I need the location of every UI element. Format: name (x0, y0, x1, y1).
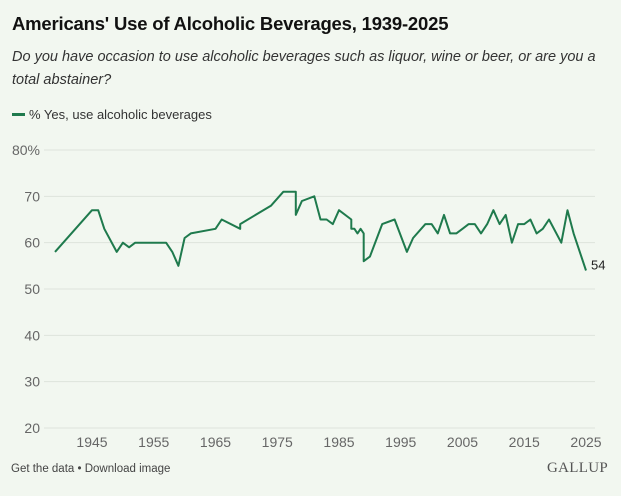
data-point[interactable] (516, 222, 520, 226)
y-tick-label: 50 (24, 281, 40, 297)
series-group (53, 190, 588, 272)
data-point[interactable] (411, 236, 415, 240)
data-point[interactable] (559, 241, 563, 245)
data-point[interactable] (238, 222, 242, 226)
series-line (54, 190, 587, 271)
data-point[interactable] (430, 222, 434, 226)
data-point[interactable] (127, 245, 131, 249)
chart-title: Americans' Use of Alcoholic Beverages, 1… (12, 13, 449, 34)
y-tick-label: 70 (24, 188, 40, 204)
data-point[interactable] (294, 190, 298, 194)
footer-links: Get the data • Download image (11, 463, 170, 475)
y-tick-label: 60 (24, 235, 40, 251)
data-point[interactable] (510, 241, 514, 245)
end-value-label: 54 (591, 257, 605, 272)
data-point[interactable] (133, 241, 137, 245)
data-point[interactable] (90, 208, 94, 212)
data-point[interactable] (269, 204, 273, 208)
data-point[interactable] (423, 222, 427, 226)
data-point[interactable] (479, 231, 483, 235)
data-point[interactable] (485, 222, 489, 226)
data-point[interactable] (176, 264, 180, 268)
data-point[interactable] (331, 222, 335, 226)
y-tick-label: 30 (24, 374, 40, 390)
y-tick-label: 40 (24, 327, 40, 343)
y-tick-label: 20 (24, 420, 40, 436)
data-point[interactable] (380, 222, 384, 226)
data-point[interactable] (312, 194, 316, 198)
data-point[interactable] (121, 241, 125, 245)
data-point[interactable] (238, 227, 242, 231)
x-tick-label: 1975 (262, 434, 293, 450)
x-tick-label: 2025 (570, 434, 601, 450)
download-image-link[interactable]: Download image (84, 463, 171, 475)
data-point[interactable] (584, 268, 588, 272)
data-point[interactable] (318, 218, 322, 222)
data-point[interactable] (504, 213, 508, 217)
data-point[interactable] (183, 236, 187, 240)
data-point[interactable] (220, 218, 224, 222)
data-point[interactable] (294, 213, 298, 217)
data-point[interactable] (189, 231, 193, 235)
data-point[interactable] (498, 222, 502, 226)
data-point[interactable] (535, 231, 539, 235)
data-point[interactable] (115, 250, 119, 254)
data-point[interactable] (442, 213, 446, 217)
data-point[interactable] (473, 222, 477, 226)
get-data-link[interactable]: Get the data (11, 463, 75, 475)
x-axis-ticks: 1945 1955 1965 1975 1985 1995 2005 2015 2025 (76, 434, 601, 450)
data-point[interactable] (405, 250, 409, 254)
data-point[interactable] (448, 231, 452, 235)
legend-swatch (12, 113, 25, 116)
gallup-logo: GALLUP (547, 460, 608, 476)
data-point[interactable] (300, 199, 304, 203)
data-point[interactable] (102, 227, 106, 231)
data-point[interactable] (547, 218, 551, 222)
data-point[interactable] (362, 231, 366, 235)
data-point[interactable] (170, 250, 174, 254)
data-point[interactable] (281, 190, 285, 194)
footer-separator: • (77, 463, 82, 475)
data-point[interactable] (337, 208, 341, 212)
x-tick-label: 2005 (447, 434, 478, 450)
data-point[interactable] (362, 259, 366, 263)
data-point[interactable] (436, 231, 440, 235)
data-point[interactable] (572, 231, 576, 235)
data-point[interactable] (541, 227, 545, 231)
x-tick-label: 1985 (323, 434, 354, 450)
data-point[interactable] (393, 218, 397, 222)
x-tick-label: 1965 (200, 434, 231, 450)
data-point[interactable] (53, 250, 57, 254)
data-point[interactable] (467, 222, 471, 226)
chart-subtitle: Do you have occasion to use alcoholic be… (12, 49, 596, 88)
data-point[interactable] (528, 218, 532, 222)
legend: % Yes, use alcoholic beverages (12, 107, 212, 122)
data-point[interactable] (349, 218, 353, 222)
data-point[interactable] (96, 208, 100, 212)
data-point[interactable] (368, 255, 372, 259)
data-point[interactable] (356, 231, 360, 235)
data-point[interactable] (491, 208, 495, 212)
data-point[interactable] (325, 218, 329, 222)
x-tick-label: 1945 (76, 434, 107, 450)
data-point[interactable] (461, 227, 465, 231)
y-tick-label: 80% (12, 142, 40, 158)
data-point[interactable] (164, 241, 168, 245)
data-point[interactable] (565, 208, 569, 212)
data-point[interactable] (352, 227, 356, 231)
legend-label: % Yes, use alcoholic beverages (29, 107, 212, 122)
x-tick-label: 1955 (138, 434, 169, 450)
y-axis-ticks: 20 30 40 50 60 70 80% (12, 142, 40, 436)
data-point[interactable] (359, 227, 363, 231)
x-tick-label: 2015 (509, 434, 540, 450)
x-tick-label: 1995 (385, 434, 416, 450)
data-point[interactable] (214, 227, 218, 231)
data-point[interactable] (522, 222, 526, 226)
gridlines (44, 149, 595, 429)
data-point[interactable] (454, 231, 458, 235)
